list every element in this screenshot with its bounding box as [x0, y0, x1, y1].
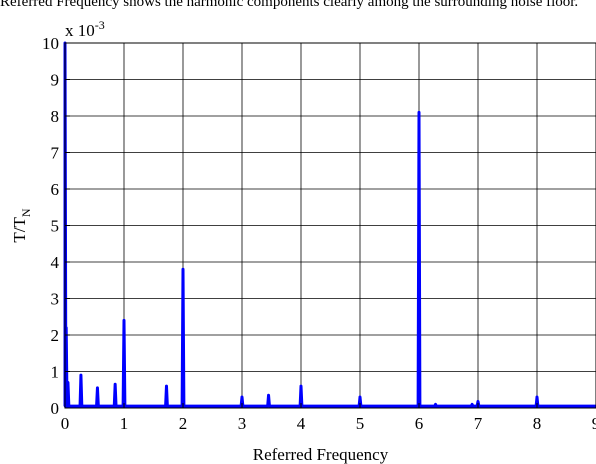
series-line	[63, 41, 596, 408]
y-tick-label-5: 5	[51, 217, 60, 236]
top-caption-text: Referred Frequency shows the harmonic co…	[0, 0, 579, 10]
y-axis-ticks: 0 1 2 3 4 5 6 7 8 9 10	[42, 34, 70, 418]
scale-exponent-prefix: x 10	[65, 21, 95, 40]
y-axis-label: T/TN	[10, 208, 33, 243]
y-tick-label-10: 10	[42, 34, 59, 53]
y-tick-label-4: 4	[51, 253, 60, 272]
y-tick-label-7: 7	[51, 144, 60, 163]
y-tick-label-8: 8	[51, 107, 60, 126]
x-tick-label-5: 5	[356, 414, 365, 433]
y-tick-label-3: 3	[51, 290, 60, 309]
series-layer	[63, 41, 596, 408]
y-axis-label-main: T/T	[10, 216, 29, 242]
x-tick-label-9: 9	[592, 414, 596, 433]
x-tick-label-1: 1	[120, 414, 129, 433]
x-tick-label-4: 4	[297, 414, 306, 433]
y-tick-label-6: 6	[51, 180, 60, 199]
x-axis-label: Referred Frequency	[253, 445, 389, 464]
x-tick-label-8: 8	[533, 414, 542, 433]
grid-lines	[65, 43, 596, 408]
x-tick-label-3: 3	[238, 414, 247, 433]
scale-exponent-label: x 10-3	[65, 18, 105, 40]
x-axis-ticks: 0 1 2 3 4 5 6 7 8 9	[61, 403, 596, 433]
x-tick-label-0: 0	[61, 414, 70, 433]
x-tick-label-6: 6	[415, 414, 424, 433]
y-tick-label-0: 0	[51, 399, 60, 418]
y-tick-label-1: 1	[51, 363, 60, 382]
x-tick-label-7: 7	[474, 414, 483, 433]
y-axis-label-subscript: N	[19, 208, 33, 217]
y-tick-label-2: 2	[51, 326, 60, 345]
y-tick-label-9: 9	[51, 71, 60, 90]
x-tick-label-2: 2	[179, 414, 188, 433]
scale-exponent-power: -3	[95, 18, 105, 32]
